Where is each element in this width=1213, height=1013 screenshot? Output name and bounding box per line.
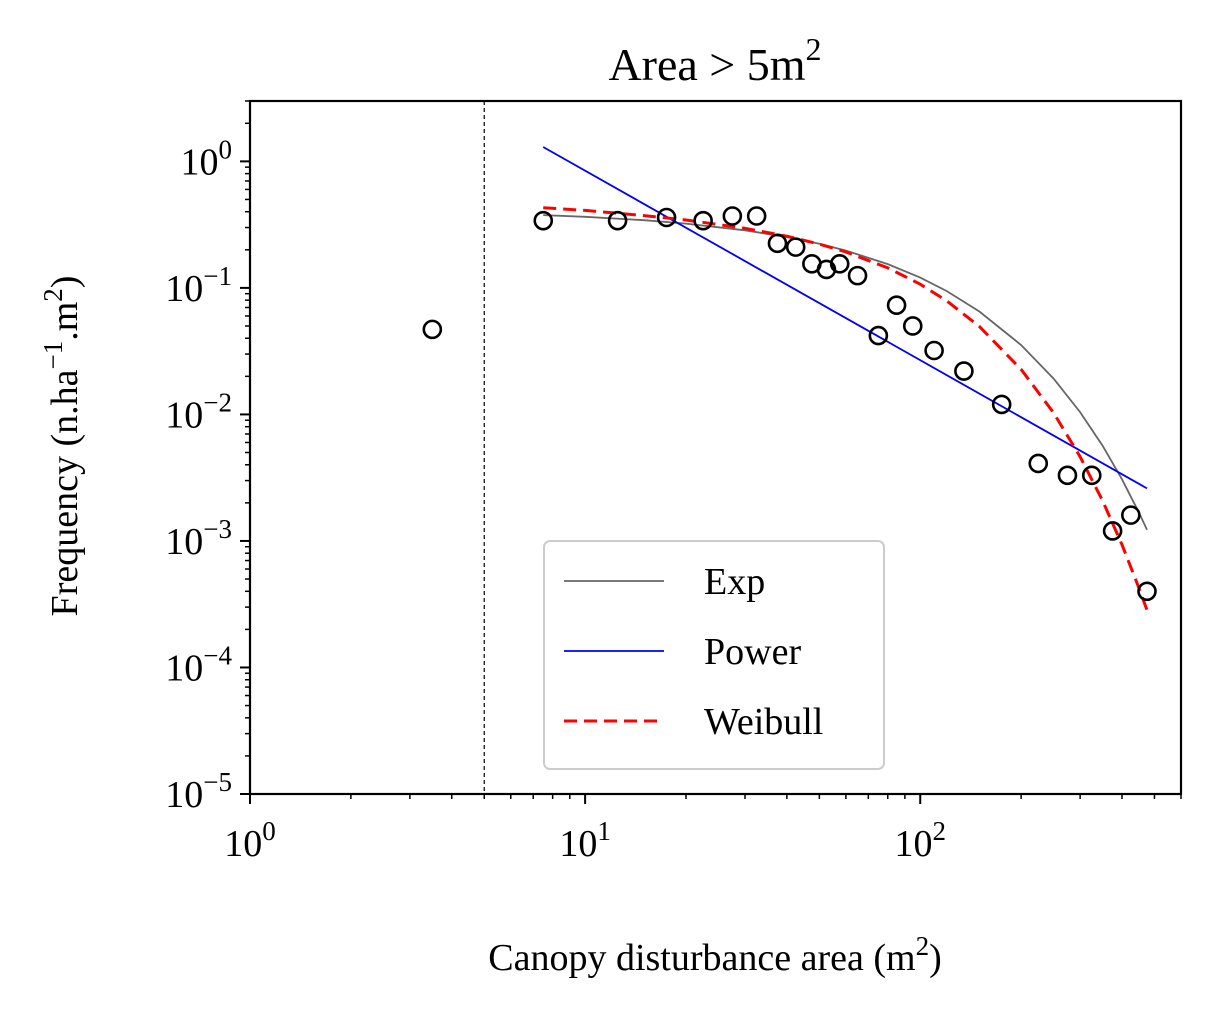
data-point [1137,581,1157,602]
data-point [886,295,907,315]
x-axis-label: Canopy disturbance area (m2) [488,931,942,979]
chart-title: Area > 5m2 [608,31,821,90]
plot-area [248,99,1183,796]
legend-box [543,540,885,770]
data-point [1102,521,1123,541]
data-point [767,233,788,254]
legend-label-weibull: Weibull [704,701,823,743]
data-point [829,254,850,274]
data-point [607,210,628,231]
chart-title-sup: 2 [806,31,822,67]
data-point [991,394,1012,415]
series-line-weibull [543,206,1149,611]
data-point [924,340,944,361]
y-tick-label: 10−4 [165,640,232,689]
series-layer [542,146,1149,611]
data-point [954,361,974,381]
series-line-power [542,146,1148,490]
data-point [847,265,868,286]
y-tick-label: 10−5 [165,767,232,816]
data-point [533,210,554,231]
series-line-exp [543,214,1148,531]
data-point [1081,465,1102,486]
y-tick-label: 100 [181,134,233,183]
legend: Exp Power Weibull [543,540,885,770]
data-point [785,237,806,257]
data-point [722,206,743,226]
plot-frame [248,99,1183,796]
chart-title-text: Area > 5m [608,39,805,90]
data-point [1028,453,1049,474]
y-tick-label: 10−2 [165,387,232,436]
x-tick-label: 100 [224,816,276,865]
data-point [422,319,443,340]
data-point [1121,505,1141,525]
y-tick-label: 10−1 [165,261,232,310]
points-layer [422,206,1157,602]
data-point [746,206,767,226]
y-axis-label: Frequency (n.ha−1.m2) [38,276,86,617]
y-tick-label: 10−3 [165,514,232,563]
legend-label-exp: Exp [704,561,765,603]
x-tick-label: 102 [894,816,946,865]
data-point [868,325,889,346]
legend-label-power: Power [704,631,801,673]
data-point [902,316,923,336]
data-point [656,207,677,228]
data-point [1057,465,1078,486]
x-tick-label: 101 [559,816,611,865]
data-point [693,210,713,231]
axis-ticks: 100 101 102 100 10−1 10−2 10−3 10−4 10−5 [165,100,1182,865]
